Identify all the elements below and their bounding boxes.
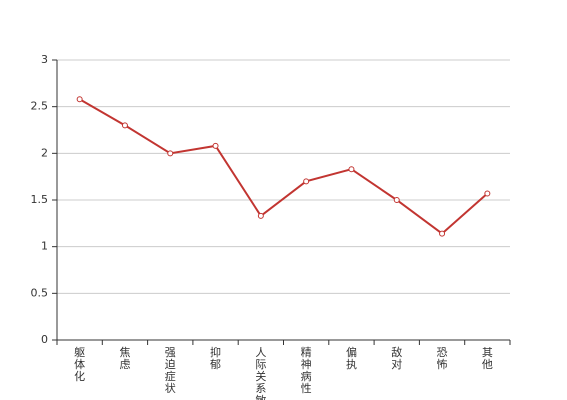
point xyxy=(76,96,83,103)
x-tick-label: 其他 xyxy=(482,346,493,371)
x-tick-label: 恐怖 xyxy=(437,346,448,371)
x-tick-label: 躯体化 xyxy=(74,346,85,383)
x-tick-label: 强迫症状 xyxy=(165,346,176,395)
point xyxy=(393,197,400,203)
y-tick-label: 3 xyxy=(41,53,48,66)
x-tick-label: 偏执 xyxy=(346,345,357,371)
point xyxy=(167,150,174,157)
y-tick-label: 0.5 xyxy=(31,286,49,299)
point xyxy=(303,178,310,185)
y-tick-label: 2 xyxy=(41,146,48,159)
y-tick-label: 2.5 xyxy=(31,100,49,113)
y-tick-label: 1.5 xyxy=(31,193,49,206)
y-tick-label: 1 xyxy=(41,240,48,253)
x-tick-label: 精神病性 xyxy=(301,346,312,395)
point xyxy=(212,142,219,149)
x-tick-label: 人际关系敏感 xyxy=(255,346,266,400)
point xyxy=(348,166,355,173)
x-tick-label: 焦虑 xyxy=(119,346,130,371)
point xyxy=(257,212,264,219)
point xyxy=(439,230,446,237)
line xyxy=(79,98,489,235)
y-tick-label: 0 xyxy=(41,333,48,346)
point xyxy=(484,190,491,197)
point xyxy=(121,122,128,129)
x-tick-label: 抑郁 xyxy=(210,345,221,371)
x-tick-label: 敌对 xyxy=(391,345,402,371)
